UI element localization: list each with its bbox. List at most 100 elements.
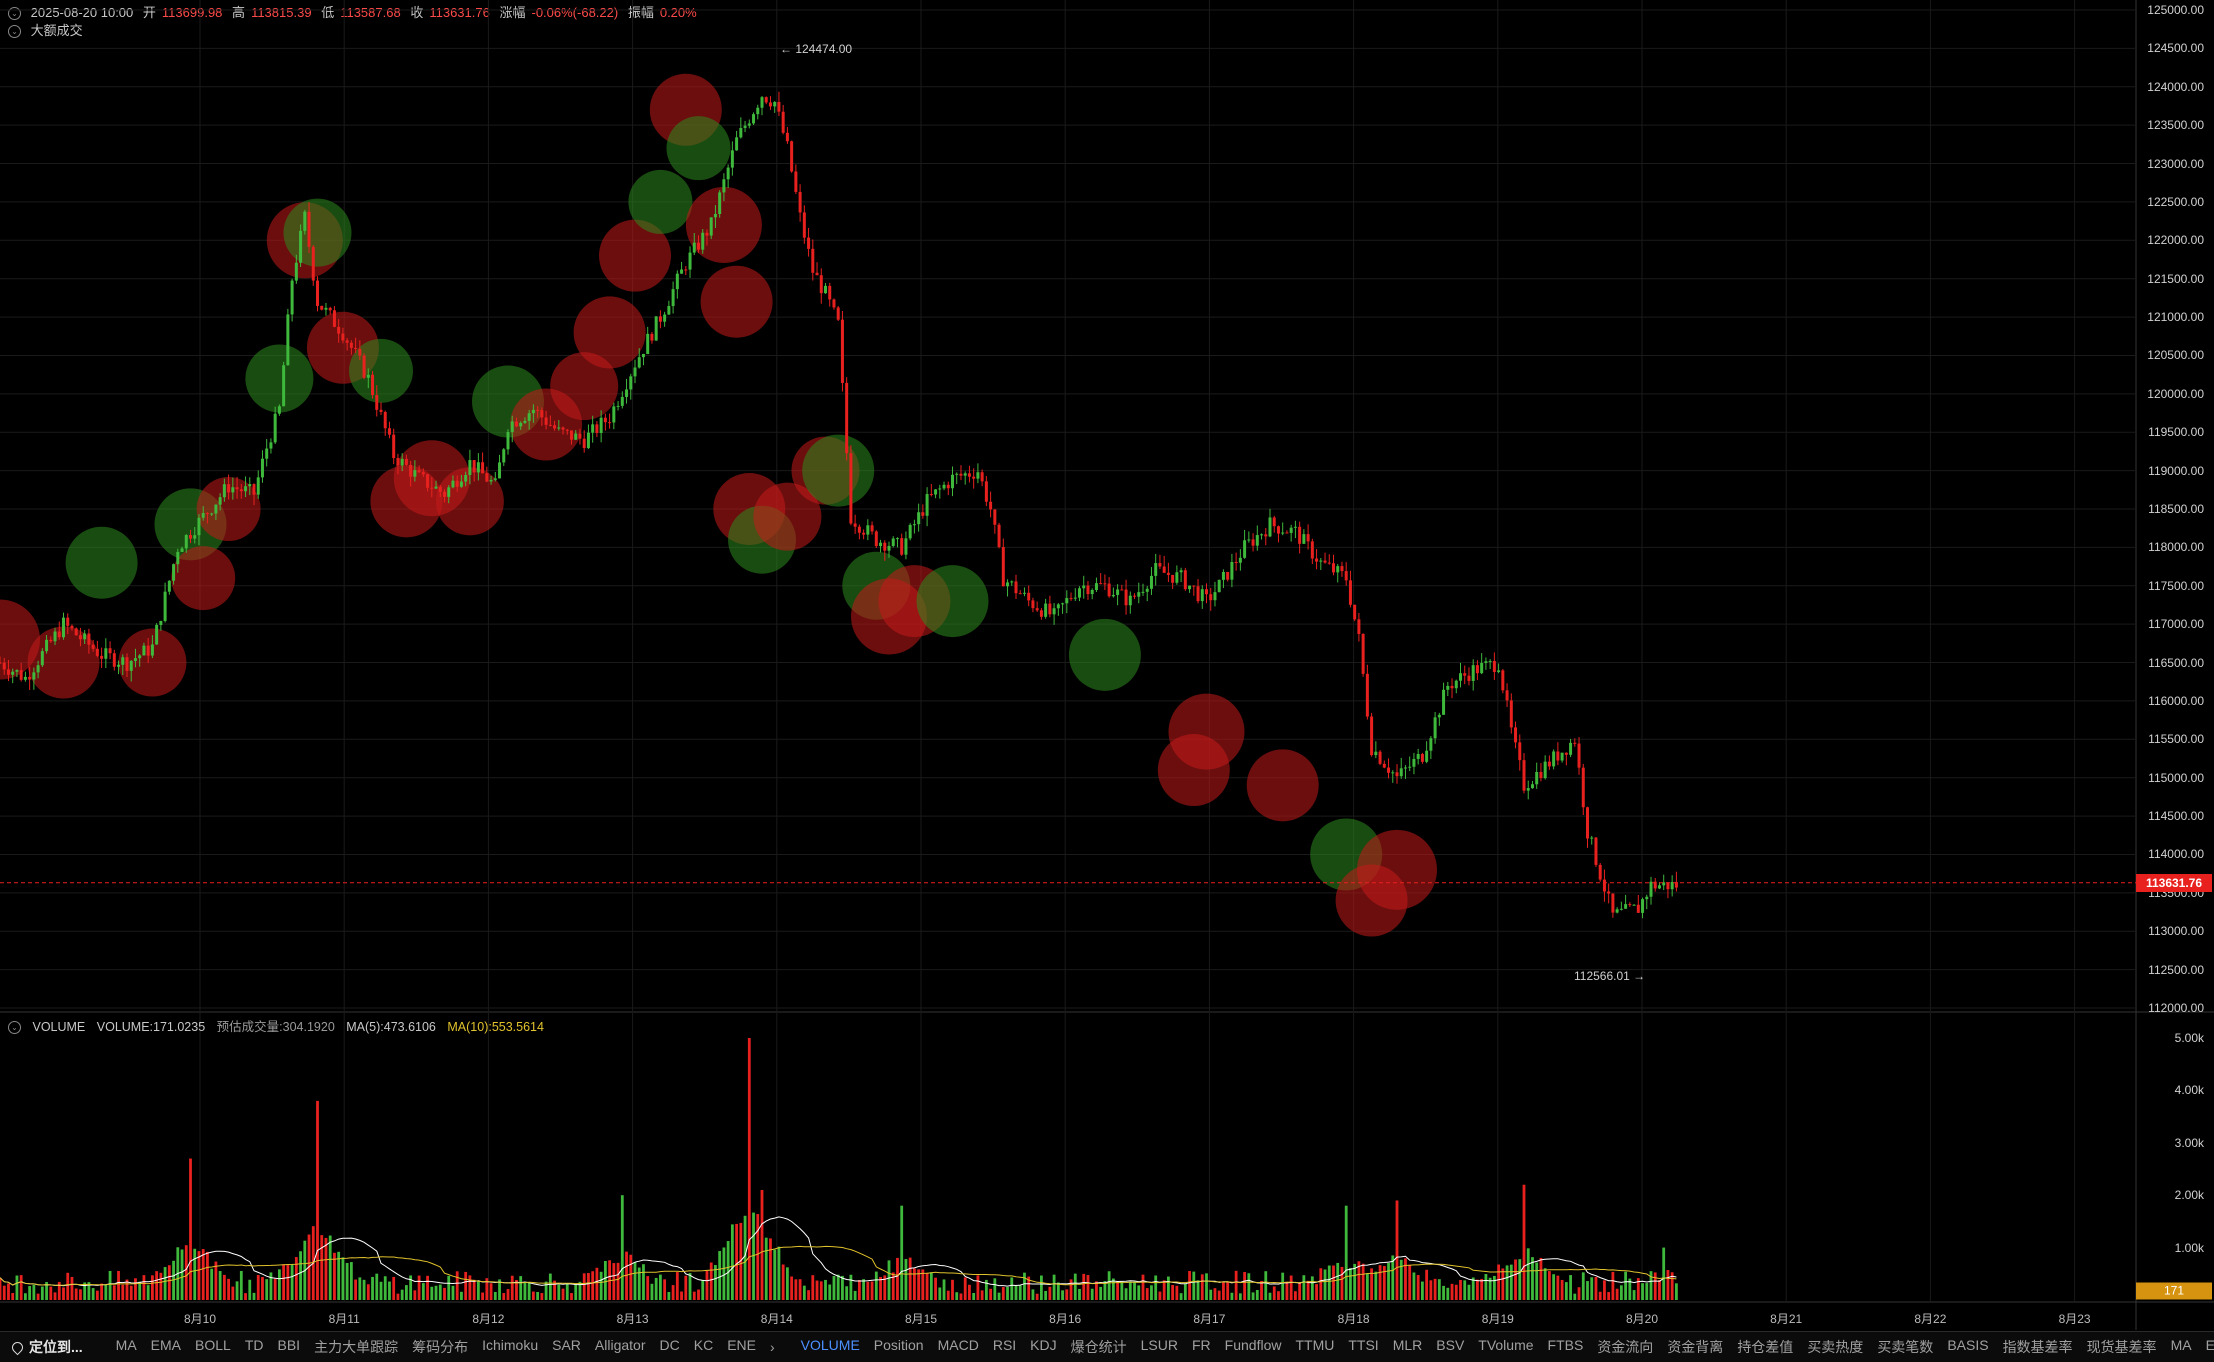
candle-body [908,524,912,539]
volume-bar [587,1272,590,1300]
candle-body [764,97,768,103]
indicator--[interactable]: 爆仓统计 [1070,1339,1127,1355]
candle-body [387,428,391,435]
indicator-ma[interactable]: MA [115,1337,137,1353]
candle-body [735,137,739,151]
more-indicators-button[interactable]: › [769,1339,775,1355]
candle-body [383,411,387,429]
volume-bar [388,1281,391,1300]
indicator-bbi[interactable]: BBI [277,1337,301,1353]
indicator-ttmu[interactable]: TTMU [1295,1337,1335,1353]
volume-bar [1133,1282,1136,1300]
volume-bar [980,1290,984,1300]
indicator-ftbs[interactable]: FTBS [1547,1337,1584,1353]
candle-body [760,97,764,108]
volume-bar [1670,1272,1674,1300]
candle-body [1044,603,1048,617]
locate-button[interactable]: 定位到... [9,1337,83,1357]
volume-bar [680,1291,683,1300]
indicator--[interactable]: 主力大单跟踪 [314,1339,399,1355]
indicator--[interactable]: 买卖热度 [1807,1339,1864,1355]
collapse-icon[interactable]: ⌄ [8,1021,21,1035]
candle-body [1162,566,1166,573]
indicator-lsur[interactable]: LSUR [1140,1337,1178,1353]
indicator-mlr[interactable]: MLR [1392,1337,1423,1353]
candle-body [752,114,756,124]
candle-body [1624,904,1628,909]
candle-body [489,479,493,482]
indicator--[interactable]: 现货基差率 [2086,1339,2157,1355]
indicator-sar[interactable]: SAR [552,1337,581,1353]
indicator-ichimoku[interactable]: Ichimoku [482,1337,539,1353]
indicator--[interactable]: 筹码分布 [412,1339,469,1355]
candle-body [578,433,582,439]
candle-body [1158,563,1162,567]
indicator-kdj[interactable]: KDJ [1030,1337,1057,1353]
indicator--[interactable]: 买卖笔数 [1877,1339,1934,1355]
indicator-volume[interactable]: VOLUME [800,1337,860,1353]
candle-body [904,538,908,555]
candle-body [1674,882,1678,888]
indicator-ema[interactable]: EMA [150,1337,182,1353]
volume-bar [62,1287,65,1300]
candle-body [925,494,929,516]
date-tick-label: 8月23 [2058,1312,2091,1326]
candle-body [1116,589,1120,595]
volume-bar [1095,1281,1098,1300]
indicator-fundflow[interactable]: Fundflow [1224,1337,1282,1353]
indicator-ttsi[interactable]: TTSI [1348,1337,1379,1353]
indicator-td[interactable]: TD [244,1337,264,1353]
indicator-fr[interactable]: FR [1191,1337,1211,1353]
candle-body [1073,597,1077,599]
indicator-basis[interactable]: BASIS [1947,1337,1989,1353]
indicator-ma[interactable]: MA [2170,1337,2192,1353]
volume-name: VOLUME [32,1020,86,1034]
volume-bar [498,1279,501,1300]
indicator-kc[interactable]: KC [693,1337,714,1353]
volume-bar [701,1279,705,1300]
candle-body [1357,619,1361,634]
volume-bar [273,1278,277,1300]
indicator--[interactable]: 指数基差率 [2002,1339,2073,1355]
indicator-rsi[interactable]: RSI [992,1337,1017,1353]
open-value: 113699.98 [161,5,223,20]
candle-body [536,409,540,411]
candle-body [1361,633,1365,674]
indicator-alligator[interactable]: Alligator [594,1337,646,1353]
candle-body [40,651,44,666]
indicator--[interactable]: 资金背离 [1667,1339,1724,1355]
indicator--[interactable]: 持仓差值 [1737,1339,1794,1355]
collapse-icon[interactable]: ⌄ [8,25,21,39]
indicator-ema[interactable]: EMA [2205,1337,2214,1353]
volume-bar [1277,1291,1280,1300]
candle-body [917,512,921,525]
indicator-tvolume[interactable]: TVolume [1478,1337,1534,1353]
candle-body [680,269,684,274]
volume-bar [1658,1280,1661,1300]
volume-bar [1446,1287,1450,1300]
volume-bar [849,1274,853,1300]
candle-body [967,473,971,477]
candle-body [641,353,645,358]
collapse-icon[interactable]: ⌄ [8,7,21,21]
volume-bar [421,1283,425,1300]
volume-bar [1327,1265,1331,1300]
volume-bar [40,1286,44,1300]
indicator-bsv[interactable]: BSV [1436,1337,1465,1353]
date-axis: 8月10 8月11 8月12 8月13 8月14 8月15 8月16 8月17 8月18 8月19… [184,1312,2091,1326]
large-trade-bubble [1357,829,1437,910]
indicator-macd[interactable]: MACD [937,1337,979,1353]
price-tick-label: 117500.00 [2148,578,2204,593]
volume-bar [726,1241,730,1300]
indicator-boll[interactable]: BOLL [195,1337,231,1353]
volume-bar [811,1275,815,1300]
indicator-ene[interactable]: ENE [727,1337,756,1353]
indicator-dc[interactable]: DC [659,1337,680,1353]
large-trade-bubble [599,219,671,292]
volume-bar [248,1279,252,1300]
indicator--[interactable]: 资金流向 [1597,1339,1654,1355]
volume-bar [599,1271,603,1300]
indicator-position[interactable]: Position [873,1337,924,1353]
candlestick-chart[interactable] [0,0,2214,1330]
candle-body [345,340,349,343]
